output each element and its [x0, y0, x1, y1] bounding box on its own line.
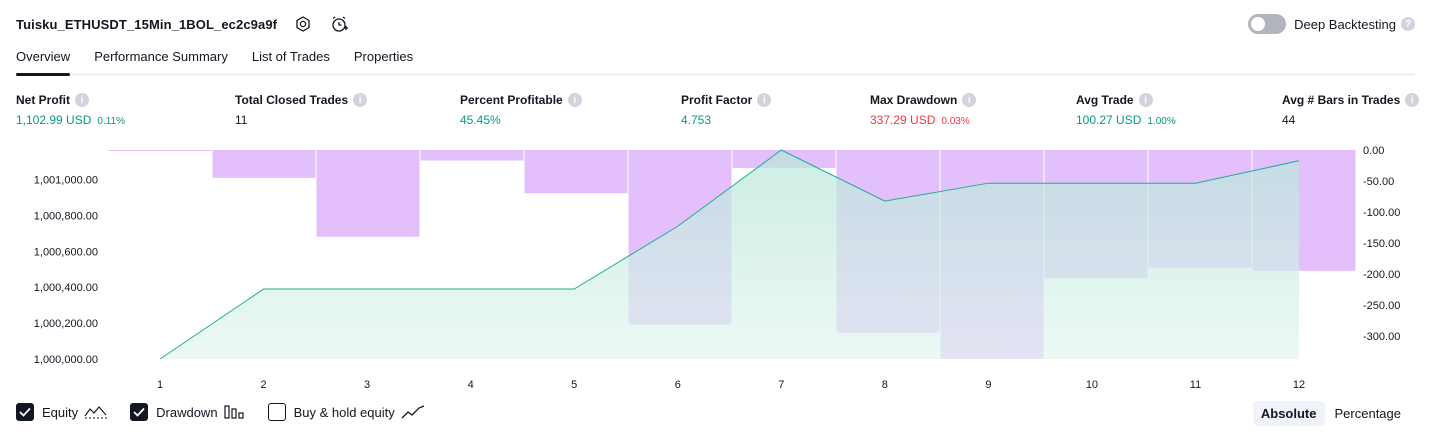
equity-line [159, 149, 1300, 360]
metric-label: Max Drawdown [870, 93, 958, 107]
legend-label: Equity [42, 404, 79, 420]
x-axis-tick-label: 4 [468, 379, 474, 391]
metric-percent: 0.11% [97, 116, 126, 127]
drawdown-bar [108, 150, 212, 151]
info-icon[interactable]: i [1405, 93, 1420, 107]
tab-list-of-trades[interactable]: List of Trades [251, 49, 330, 64]
tab-bar: Overview Performance Summary List of Tra… [16, 44, 1415, 76]
drawdown-checkbox[interactable] [130, 403, 149, 421]
equity-drawdown-chart[interactable]: 1,000,000.00 1,000,200.00 1,000,400.00 1,00… [0, 140, 1431, 396]
metric-label: Avg Trade [1076, 93, 1134, 107]
buy-hold-checkbox[interactable] [267, 403, 286, 421]
metric-avg-bars-in-trades: Avg # Bars in Trades i 44 [1282, 93, 1420, 127]
legend-drawdown[interactable]: Drawdown [130, 403, 245, 421]
metric-value: 45.45% [460, 113, 501, 127]
metric-value: 337.29 USD [870, 113, 936, 127]
deep-backtesting-toggle[interactable] [1248, 14, 1287, 34]
right-axis-tick-label: -300.00 [1363, 331, 1400, 343]
x-axis-tick-label: 3 [364, 379, 370, 391]
metric-total-closed-trades: Total Closed Trades i 11 [235, 93, 368, 127]
info-icon[interactable]: i [1138, 93, 1153, 107]
legend-equity[interactable]: Equity [16, 403, 108, 421]
legend-buy-hold-equity[interactable]: Buy & hold equity [267, 403, 425, 421]
legend-label: Buy & hold equity [293, 404, 395, 420]
strategy-header: Tuisku_ETHUSDT_15Min_1BOL_ec2c9a9f [16, 12, 349, 36]
legend-label: Drawdown [156, 404, 218, 420]
x-axis-tick-label: 1 [157, 379, 163, 391]
right-axis-tick-label: -200.00 [1363, 269, 1400, 281]
metric-avg-trade: Avg Trade i 100.27 USD 1.00% [1076, 93, 1176, 127]
right-axis-tick-label: -50.00 [1363, 176, 1394, 188]
x-axis-tick-label: 9 [985, 379, 991, 391]
metric-label: Avg # Bars in Trades [1282, 93, 1401, 107]
x-axis-tick-label: 11 [1190, 379, 1201, 391]
right-axis-tick-label: -250.00 [1363, 300, 1400, 312]
tab-performance-summary[interactable]: Performance Summary [94, 49, 228, 64]
deep-backtesting-label: Deep Backtesting [1294, 16, 1396, 32]
metric-max-drawdown: Max Drawdown i 337.29 USD 0.03% [870, 93, 977, 127]
scale-mode-switch: Absolute Percentage [1251, 401, 1409, 426]
info-icon[interactable]: i [353, 93, 368, 107]
drawdown-bar [316, 150, 420, 237]
left-axis-tick-label: 1,000,600.00 [34, 246, 98, 258]
right-axis-tick-label: 0.00 [1363, 145, 1384, 157]
tab-properties[interactable]: Properties [353, 49, 414, 64]
equity-line-icon [84, 404, 108, 420]
drawdown-bar [524, 150, 628, 194]
info-icon[interactable]: i [962, 93, 977, 107]
metric-net-profit: Net Profit i 1,102.99 USD 0.11% [16, 93, 125, 127]
absolute-button[interactable]: Absolute [1252, 401, 1325, 426]
tab-overview[interactable]: Overview [16, 44, 71, 76]
drawdown-bar [420, 150, 524, 161]
metric-value: 1,102.99 USD [16, 113, 92, 127]
alert-icon[interactable] [329, 14, 349, 34]
metric-value: 100.27 USD [1076, 113, 1142, 127]
x-axis-tick-label: 10 [1086, 379, 1098, 391]
left-axis-tick-label: 1,000,200.00 [34, 318, 98, 330]
percentage-button[interactable]: Percentage [1334, 406, 1402, 421]
info-icon[interactable]: i [75, 93, 89, 107]
metric-label: Percent Profitable [460, 93, 563, 107]
equity-area [160, 150, 1300, 359]
metric-value: 11 [235, 113, 248, 127]
metric-value: 44 [1282, 113, 1296, 127]
buy-hold-line-icon [401, 404, 425, 420]
metric-percent: 0.03% [941, 116, 970, 127]
drawdown-bars-icon [223, 404, 246, 420]
metric-percent-profitable: Percent Profitable i 45.45% [460, 93, 582, 127]
info-icon[interactable]: i [757, 93, 772, 107]
metric-label: Net Profit [16, 93, 70, 107]
metric-label: Profit Factor [681, 93, 753, 107]
x-axis-tick-label: 6 [675, 379, 681, 391]
left-axis-tick-label: 1,000,800.00 [34, 210, 98, 222]
metric-percent: 1.00% [1147, 116, 1176, 127]
equity-checkbox[interactable] [16, 403, 34, 421]
metric-value: 4.753 [681, 113, 712, 127]
right-axis-tick-label: -150.00 [1363, 238, 1400, 250]
left-axis-tick-label: 1,000,000.00 [34, 354, 98, 366]
x-axis-tick-label: 2 [260, 379, 266, 391]
x-axis-tick-label: 8 [882, 379, 888, 391]
x-axis-tick-label: 12 [1293, 379, 1305, 391]
chart-legend: Equity Drawdown Buy & hold equity [16, 403, 447, 421]
x-axis-tick-label: 7 [778, 379, 784, 391]
help-icon[interactable]: ? [1401, 17, 1415, 31]
settings-icon[interactable] [293, 14, 313, 34]
right-axis-tick-label: -100.00 [1363, 207, 1400, 219]
strategy-title: Tuisku_ETHUSDT_15Min_1BOL_ec2c9a9f [16, 16, 278, 32]
metric-label: Total Closed Trades [235, 93, 349, 107]
info-icon[interactable]: i [567, 93, 582, 107]
left-axis-tick-label: 1,000,400.00 [34, 282, 98, 294]
deep-backtesting: Deep Backtesting ? [1248, 13, 1415, 35]
metric-profit-factor: Profit Factor i 4.753 [681, 93, 772, 127]
left-axis-tick-label: 1,001,000.00 [34, 175, 98, 187]
drawdown-bar [212, 150, 316, 178]
x-axis-tick-label: 5 [571, 379, 577, 391]
